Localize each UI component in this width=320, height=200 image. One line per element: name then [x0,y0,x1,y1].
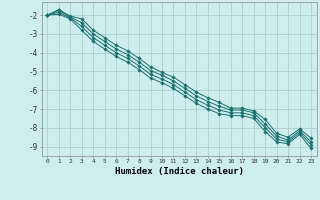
X-axis label: Humidex (Indice chaleur): Humidex (Indice chaleur) [115,167,244,176]
